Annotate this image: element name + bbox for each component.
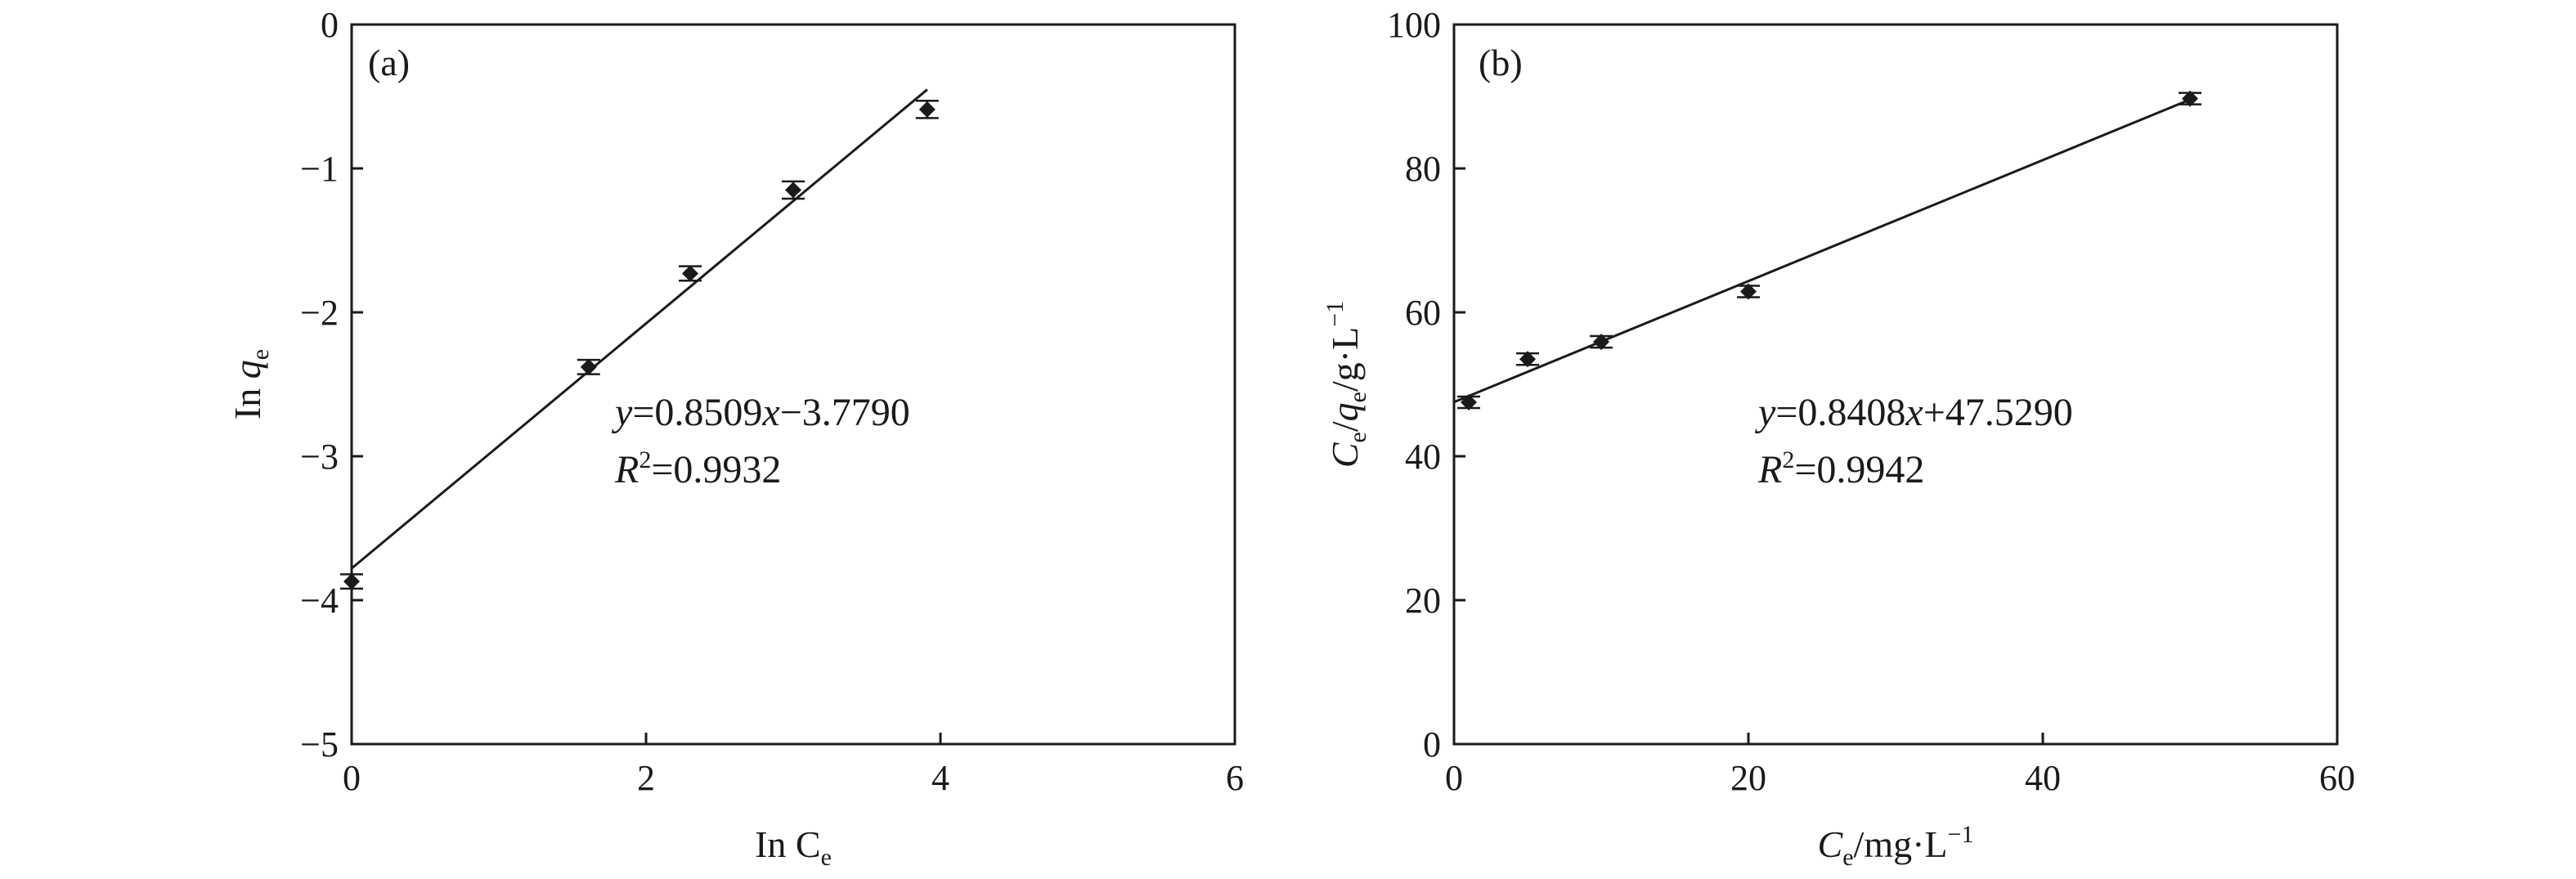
y-axis-label-a: In qe (227, 349, 274, 419)
x-tick-label: 0 (343, 758, 361, 798)
data-point (782, 180, 805, 200)
r-squared-b: R2=0.9942 (1757, 446, 1924, 491)
tick-labels-a: 0 2 4 6 0 −1 −2 −3 −4 −5 (300, 5, 1244, 798)
y-axis-label-b: Ce/qe/g·L−1 (1322, 301, 1371, 468)
diamond-marker (785, 182, 801, 199)
panel-label-b: (b) (1479, 42, 1523, 83)
y-tick-label: 20 (1405, 581, 1441, 621)
data-points-a (340, 100, 939, 590)
r-squared-a: R2=0.9932 (614, 446, 781, 491)
diamond-marker (1461, 394, 1477, 410)
x-axis-label-a: In Ce (755, 823, 832, 871)
chart-panel-a: 0 2 4 6 0 −1 −2 −3 −4 −5 (a) y=0.8509x−3.7790 R2=… (227, 5, 1244, 871)
panel-label-a: (a) (368, 42, 410, 83)
x-tick-label: 20 (1730, 758, 1766, 798)
data-point (1590, 334, 1613, 351)
x-tick-label: 0 (1445, 758, 1463, 798)
data-point (577, 358, 600, 375)
diamond-marker (343, 573, 360, 590)
y-tick-label: 100 (1387, 5, 1441, 45)
y-tick-label: 0 (1423, 724, 1441, 765)
y-tick-label: −1 (300, 149, 339, 189)
diamond-marker (918, 101, 936, 118)
plot-frame-b (1452, 23, 2339, 746)
equation-b: y=0.8408x+47.5290 (1754, 391, 2073, 434)
diamond-marker (2182, 90, 2198, 107)
tick-marks-a (350, 23, 1236, 746)
regression-line (1453, 98, 2191, 404)
y-tick-label: 0 (321, 5, 339, 45)
y-tick-label: −3 (300, 437, 339, 477)
regression-line (351, 88, 928, 570)
y-tick-label: −4 (300, 581, 339, 621)
y-tick-label: −5 (300, 724, 339, 765)
chart-panel-b: 0 20 40 60 0 20 40 60 80 100 (b) y=0.8408x+47.529… (1322, 5, 2355, 871)
y-tick-label: 40 (1405, 437, 1441, 477)
tick-marks-b (1452, 23, 2339, 746)
data-point (1457, 394, 1480, 410)
fit-line-b (1453, 98, 2191, 404)
data-points-b (1457, 90, 2201, 410)
diamond-marker (1593, 334, 1609, 351)
x-axis-label-b: Ce/mg·L−1 (1818, 821, 1974, 871)
x-tick-label: 40 (2025, 758, 2061, 798)
data-point (915, 100, 939, 119)
x-tick-label: 6 (1226, 758, 1244, 798)
data-point (1737, 283, 1760, 300)
y-tick-label: 80 (1405, 149, 1441, 189)
data-point (2179, 90, 2201, 107)
data-point (1516, 351, 1539, 368)
data-point (679, 265, 702, 282)
y-tick-label: 60 (1405, 293, 1441, 333)
plot-frame-a (350, 23, 1236, 746)
equation-a: y=0.8509x−3.7790 (611, 391, 910, 434)
diamond-marker (1519, 351, 1536, 368)
x-tick-label: 4 (931, 758, 949, 798)
tick-labels-b: 0 20 40 60 0 20 40 60 80 100 (1387, 5, 2355, 798)
x-tick-label: 60 (2319, 758, 2355, 798)
data-point (340, 573, 363, 590)
diamond-marker (1740, 283, 1757, 300)
diamond-marker (682, 265, 698, 282)
fit-line-a (351, 88, 928, 570)
diamond-marker (580, 358, 597, 375)
y-tick-label: −2 (300, 293, 339, 333)
x-tick-label: 2 (637, 758, 655, 798)
